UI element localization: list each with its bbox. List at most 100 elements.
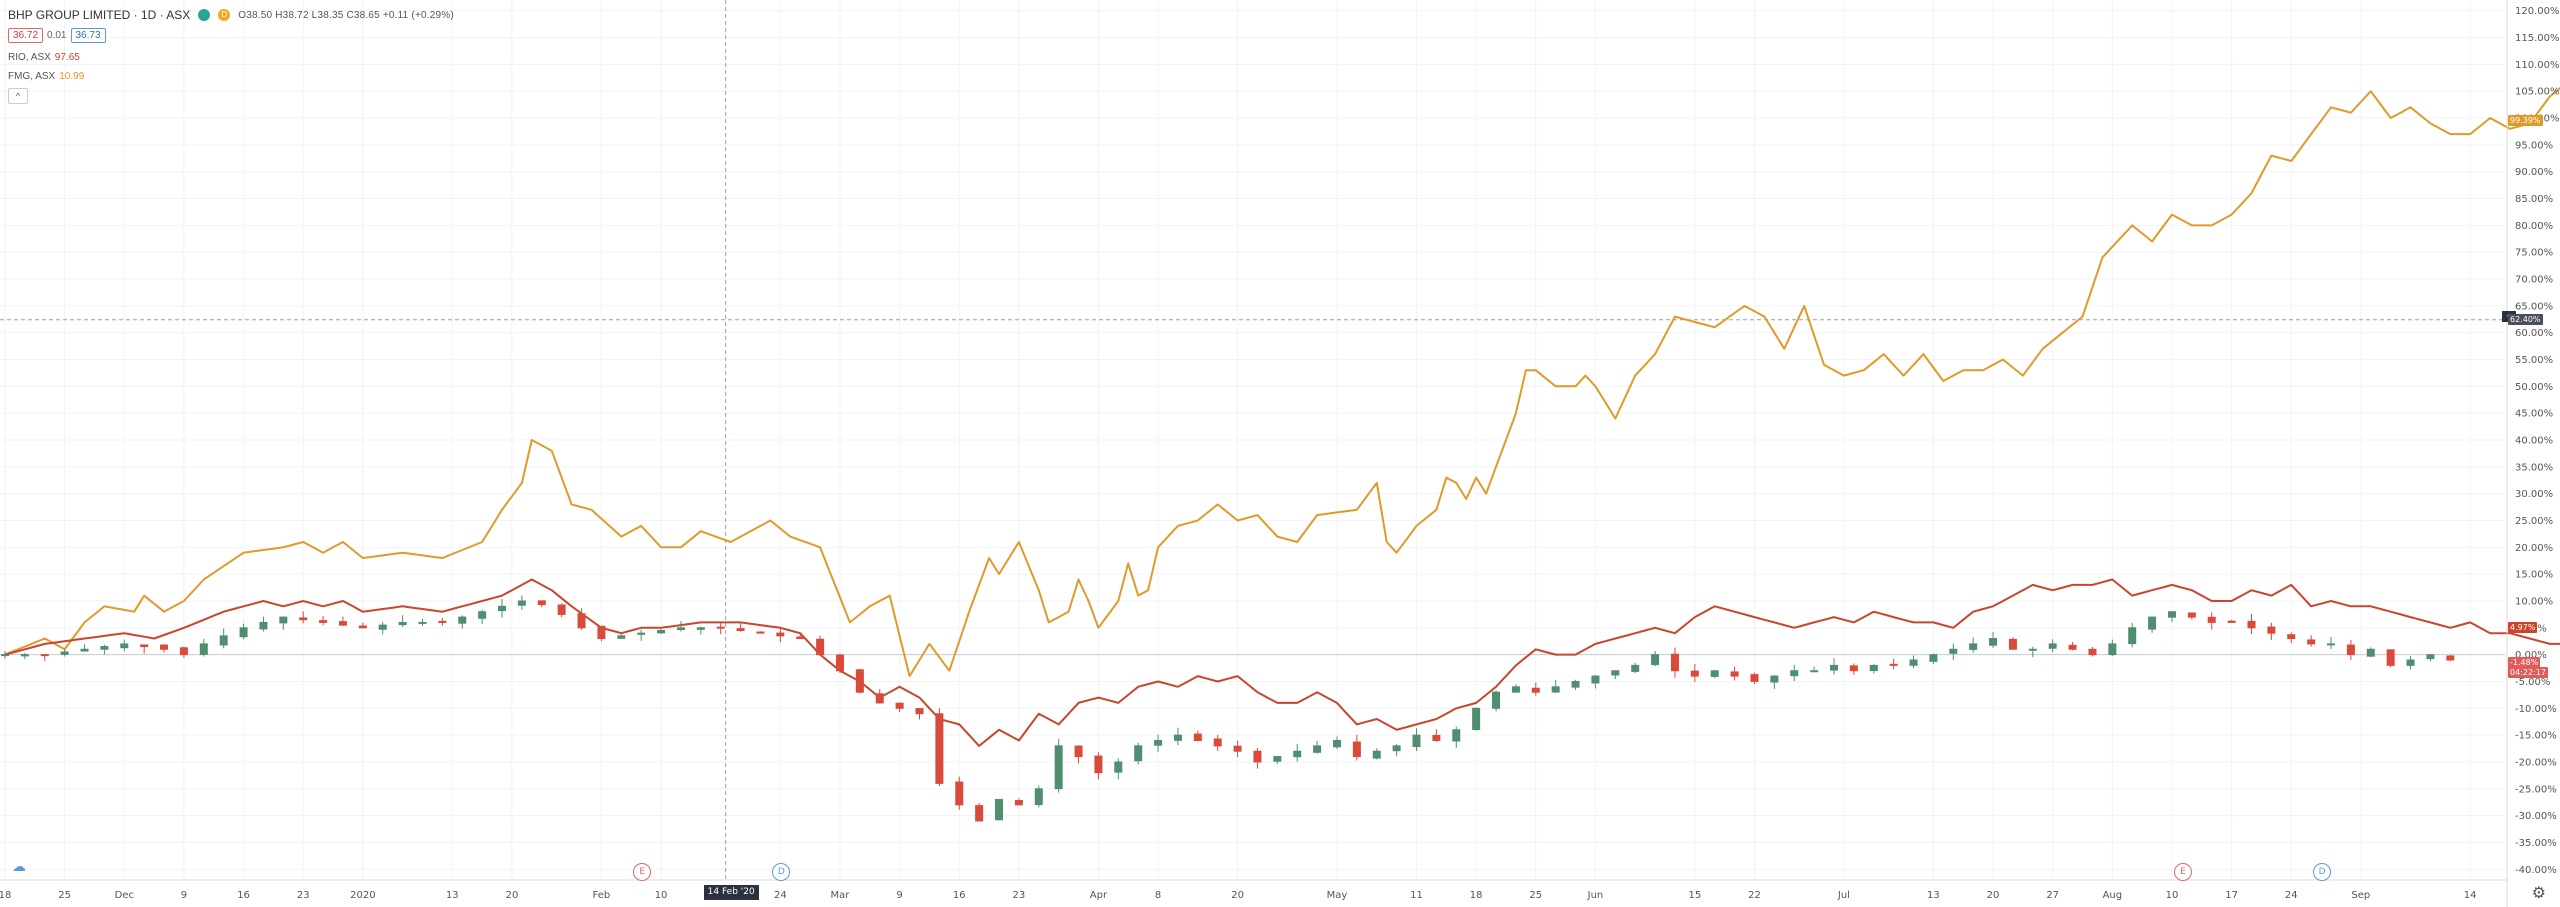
- gear-icon[interactable]: ⚙: [2531, 885, 2546, 902]
- candle-body: [2307, 639, 2316, 645]
- legend-fmg[interactable]: FMG, ASX 10.99: [8, 71, 84, 82]
- spread-value: 0.01: [47, 30, 67, 41]
- y-tick-label: 15.00%: [2515, 570, 2553, 581]
- x-tick-label: 24: [2285, 890, 2298, 901]
- candle-body: [955, 781, 964, 806]
- candle-body: [696, 627, 705, 630]
- candle-body: [2088, 648, 2097, 656]
- candle-body: [438, 620, 447, 623]
- candle-body: [60, 651, 69, 655]
- x-tick-label: 18: [1470, 890, 1483, 901]
- candle-body: [1710, 670, 1719, 677]
- x-tick-label: 13: [446, 890, 459, 901]
- candle-body: [1730, 671, 1739, 677]
- x-tick-label: 16: [953, 890, 966, 901]
- candle-body: [2227, 620, 2236, 623]
- candle-body: [179, 647, 188, 656]
- candle-body: [1670, 653, 1679, 672]
- candle-body: [2446, 655, 2455, 661]
- y-axis[interactable]: 120.00%115.00%110.00%105.00%100.00%95.00…: [2506, 0, 2560, 907]
- y-tick-label: -25.00%: [2515, 784, 2557, 795]
- candle-body: [2048, 643, 2057, 649]
- x-tick-label: 15: [1688, 890, 1701, 901]
- series-line-fmg: [4, 86, 2560, 678]
- candle-body: [1511, 686, 1520, 693]
- buy-price-box[interactable]: 36.73: [70, 28, 106, 43]
- legend-rio-value: 97.65: [54, 52, 80, 63]
- y-tick-label: 60.00%: [2515, 328, 2553, 339]
- x-axis[interactable]: 18 25 Dec 9 16 23 2020 13 20 Feb 10 24 Mar 9 16 23 Apr 8 2…: [0, 879, 2507, 901]
- x-tick-label: 9: [896, 890, 902, 901]
- candle-body: [816, 638, 825, 656]
- y-tick-label: -15.00%: [2515, 731, 2557, 742]
- axis-tag-crosshair: 62.40%: [2508, 313, 2543, 325]
- candle-body: [1810, 670, 1819, 673]
- candle-body: [1114, 761, 1123, 773]
- candle-body: [557, 604, 566, 615]
- candle-body: [398, 621, 407, 626]
- candle-body: [239, 627, 248, 638]
- candle-body: [1531, 687, 1540, 693]
- y-tick-label: 45.00%: [2515, 409, 2553, 420]
- y-tick-label: 20.00%: [2515, 543, 2553, 554]
- candle-body: [1969, 643, 1978, 650]
- candle-body: [676, 627, 685, 631]
- y-tick-label: 105.00%: [2515, 87, 2560, 98]
- dividend-event-marker[interactable]: D: [772, 863, 791, 881]
- candle-body: [458, 616, 467, 624]
- y-tick-label: 115.00%: [2515, 33, 2560, 44]
- x-tick-label: Apr: [1090, 890, 1108, 901]
- candle-body: [1412, 734, 1421, 747]
- candle-body: [1690, 670, 1699, 677]
- x-tick-label: Mar: [831, 890, 851, 901]
- x-tick-label: May: [1327, 890, 1348, 901]
- y-tick-label: 55.00%: [2515, 355, 2553, 366]
- candle-body: [1034, 788, 1043, 806]
- candle-body: [1929, 654, 1938, 662]
- candle-body: [2406, 659, 2415, 666]
- candle-body: [1074, 745, 1083, 758]
- candle-body: [1313, 745, 1322, 753]
- y-tick-label: 0.00%: [2515, 650, 2547, 661]
- earnings-event-marker[interactable]: E: [2173, 863, 2192, 881]
- x-tick-label: Jun: [1587, 890, 1604, 901]
- chart-grid: [0, 0, 2505, 880]
- crosshair-date-label: 14 Feb '20: [703, 885, 759, 900]
- candle-body: [1770, 675, 1779, 683]
- legend-rio[interactable]: RIO, ASX 97.65: [8, 52, 80, 63]
- candle-body: [1372, 750, 1381, 759]
- candle-body: [2068, 644, 2077, 650]
- candle-body: [2366, 648, 2375, 657]
- earnings-event-marker[interactable]: E: [633, 863, 652, 881]
- candle-body: [1909, 659, 1918, 666]
- candle-body: [20, 654, 29, 657]
- dividend-event-marker[interactable]: D: [2313, 863, 2332, 881]
- x-tick-label: 10: [655, 890, 668, 901]
- legend-collapse-button[interactable]: ^: [8, 88, 28, 104]
- candle-body: [517, 600, 526, 606]
- x-tick-label: Dec: [115, 890, 134, 901]
- candle-body: [1134, 745, 1143, 762]
- candle-body: [2426, 654, 2435, 660]
- candle-body: [835, 654, 844, 672]
- y-tick-label: -35.00%: [2515, 838, 2557, 849]
- candle-body: [637, 632, 646, 635]
- x-tick-label: 11: [1410, 890, 1423, 901]
- cloud-icon[interactable]: ☁: [12, 858, 26, 874]
- candle-body: [1591, 675, 1600, 684]
- candle-body: [1173, 734, 1182, 741]
- symbol-title[interactable]: BHP GROUP LIMITED · 1D · ASX: [8, 8, 191, 22]
- candle-body: [1253, 750, 1262, 763]
- y-tick-label: 80.00%: [2515, 221, 2553, 232]
- candle-body: [2386, 649, 2395, 666]
- candle-body: [1631, 664, 1640, 672]
- candle-body: [1889, 663, 1898, 666]
- sell-price-box[interactable]: 36.72: [8, 28, 44, 43]
- series-line-rio: [4, 578, 2560, 747]
- candle-body: [2346, 644, 2355, 656]
- candle-body: [1452, 729, 1461, 742]
- x-tick-label: 2020: [350, 890, 375, 901]
- y-tick-label: 95.00%: [2515, 140, 2553, 151]
- candle-body: [995, 799, 1004, 821]
